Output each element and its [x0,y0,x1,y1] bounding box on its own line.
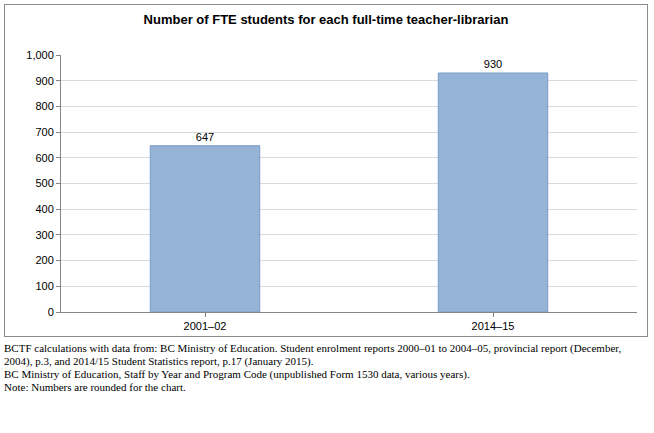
svg-text:300: 300 [35,229,53,241]
svg-text:900: 900 [35,75,53,87]
svg-text:600: 600 [35,152,53,164]
svg-text:400: 400 [35,203,53,215]
svg-text:200: 200 [35,254,53,266]
svg-text:2014–15: 2014–15 [472,320,515,332]
svg-text:2001–02: 2001–02 [184,320,227,332]
svg-text:0: 0 [48,306,54,318]
svg-text:100: 100 [35,280,53,292]
html-text:Note: Numbers are rounded for: Note: Numbers are rounded for the chart. [4,381,186,393]
html-text:BC Ministry of Education, Staf: BC Ministry of Education, Staff by Year … [4,368,470,380]
svg-text:800: 800 [35,100,53,112]
svg-text:500: 500 [35,177,53,189]
svg-text:647: 647 [196,131,214,143]
svg-text:1,000: 1,000 [26,49,54,61]
html-text:BCTF calculations with data fr: BCTF calculations with data from: BC Min… [4,342,622,367]
svg-text:930: 930 [484,58,502,70]
svg-text:700: 700 [35,126,53,138]
svg-text:Number of FTE students for eac: Number of FTE students for each full-tim… [144,12,509,27]
